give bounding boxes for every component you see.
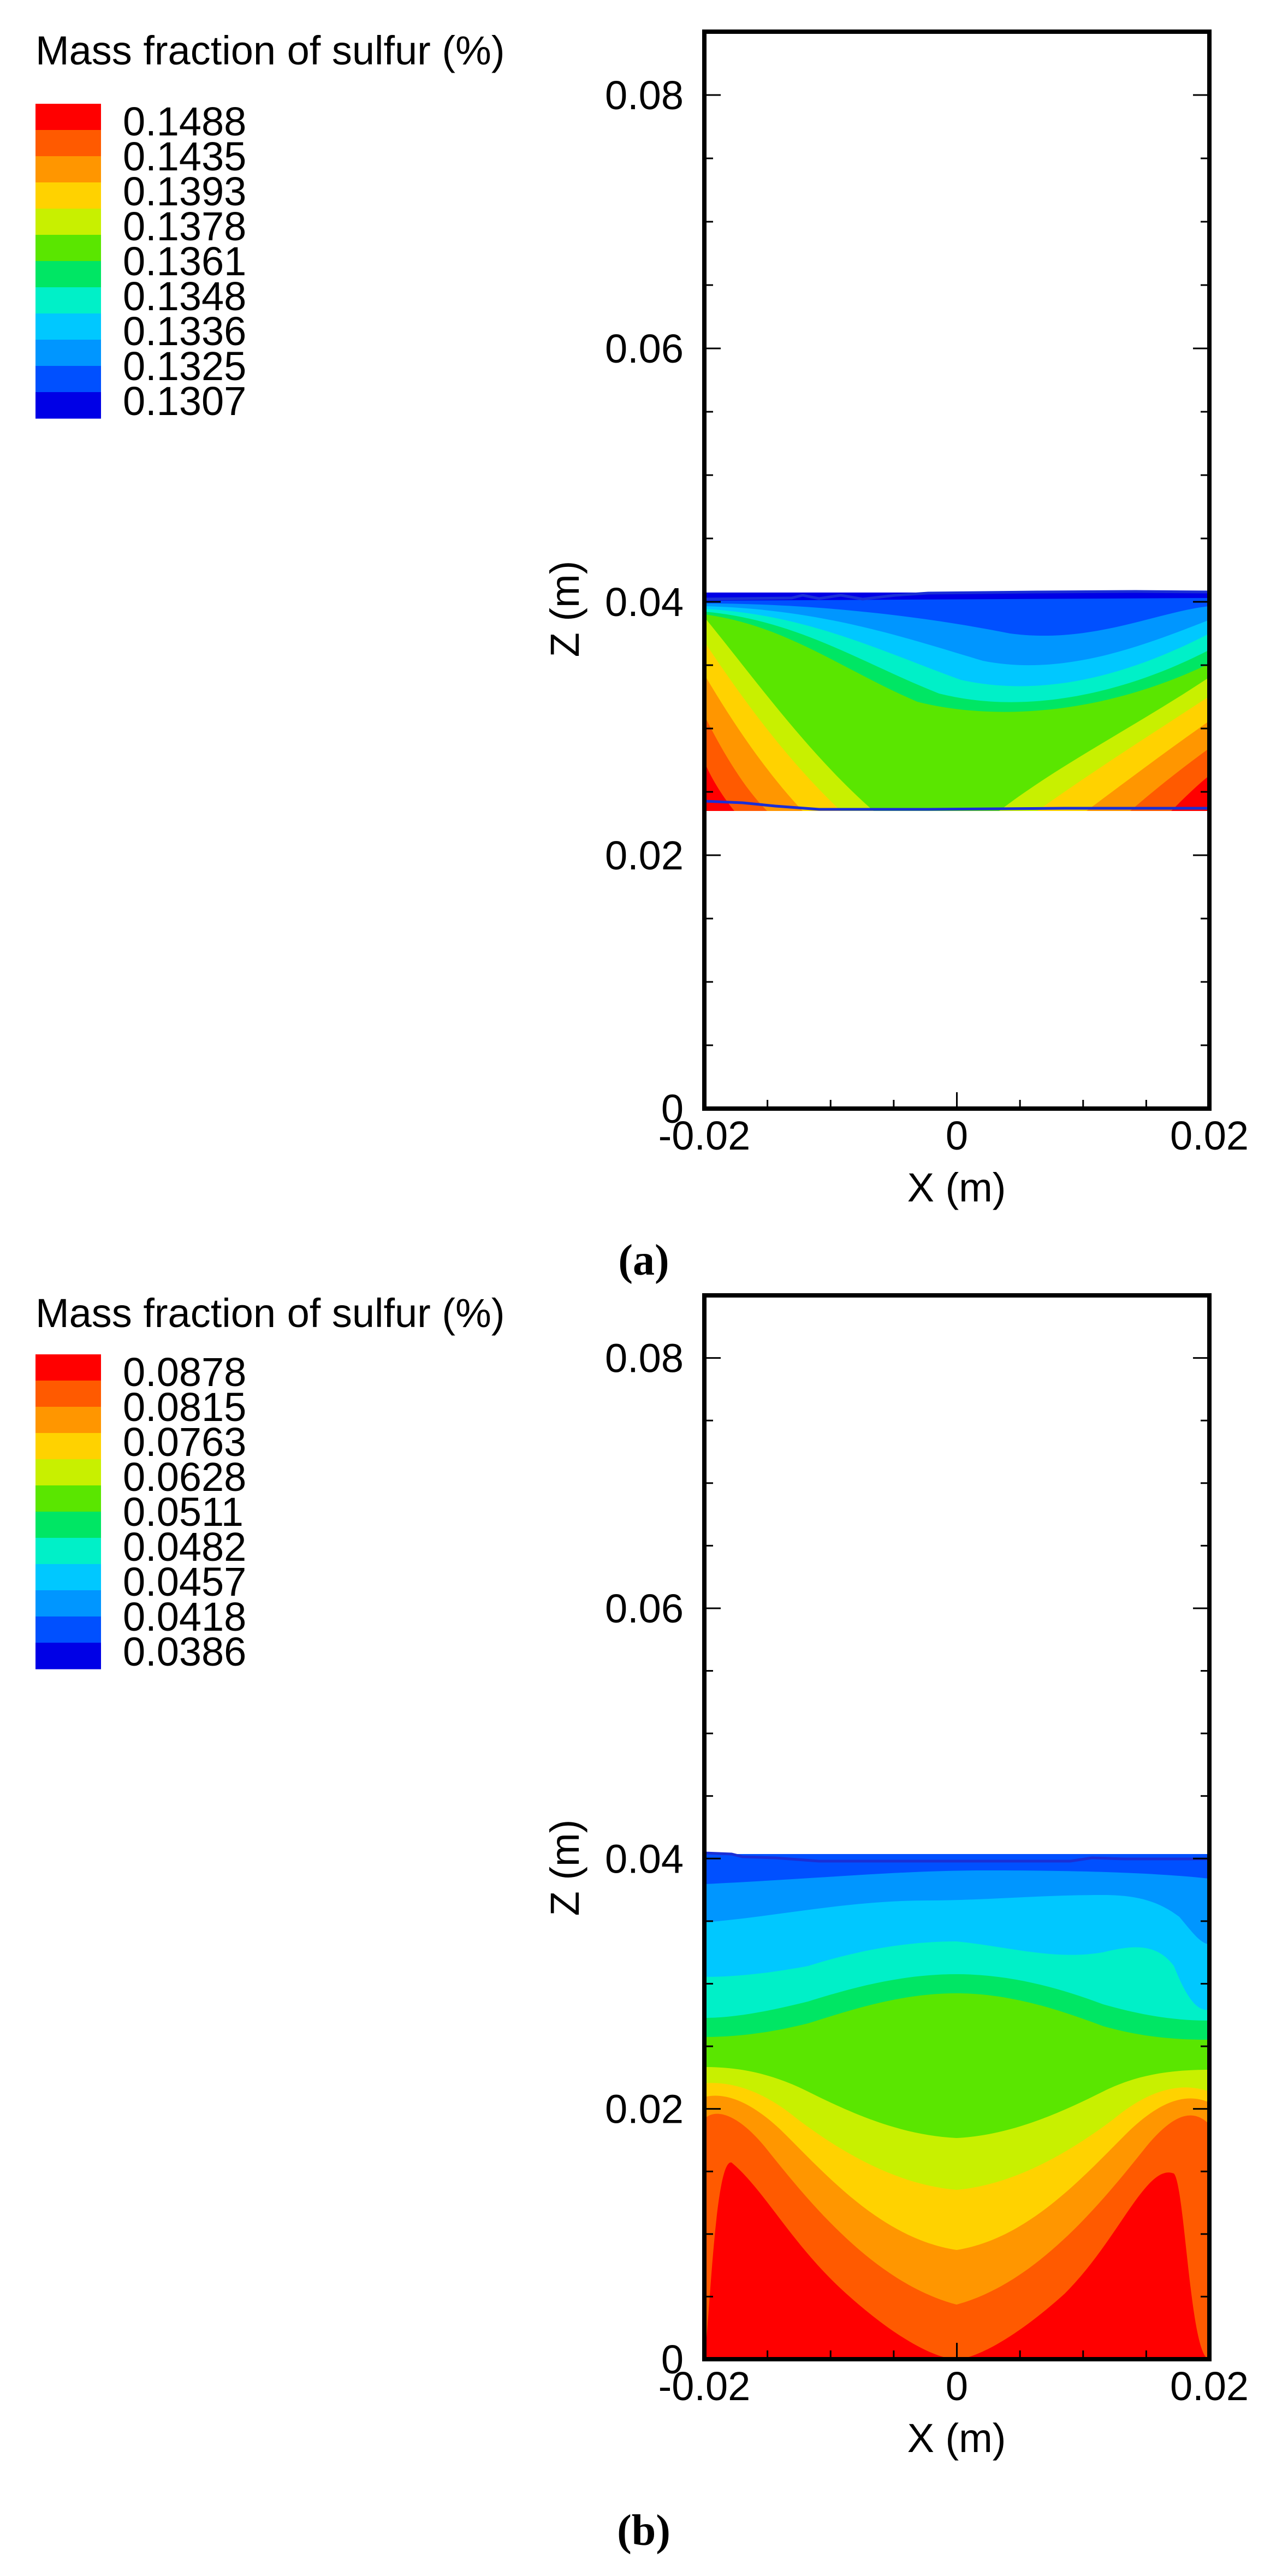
contour-field [704, 1851, 1209, 2359]
legend: 0.08780.08150.07630.06280.05110.04820.04… [35, 1349, 246, 1674]
legend-label: 0.1435 [123, 134, 246, 179]
legend-swatch [35, 366, 101, 393]
y-tick-label: 0.08 [605, 1336, 684, 1381]
legend-swatch [35, 1538, 101, 1565]
legend-label: 0.0815 [123, 1384, 246, 1430]
contour-field [704, 590, 1210, 811]
y-tick-label: 0.08 [605, 73, 684, 118]
panel-label: (b) [617, 2507, 670, 2555]
y-axis: 0 0.02 0.04 0.06 0.08 [605, 1294, 1209, 2382]
legend-swatch [35, 261, 101, 288]
legend-label: 0.1336 [123, 309, 246, 354]
legend-label: 0.0763 [123, 1419, 246, 1465]
y-tick-label: 0.02 [605, 833, 684, 878]
legend-label: 0.1361 [123, 239, 246, 284]
y-tick-label: 0.06 [605, 326, 684, 371]
legend-title: Mass fraction of sulfur (%) [35, 28, 504, 73]
y-tick-label: 0.04 [605, 579, 684, 625]
legend-label: 0.0418 [123, 1594, 246, 1639]
panel-label: (a) [618, 1236, 669, 1284]
x-tick-label: 0 [946, 1113, 968, 1158]
legend-label: 0.1378 [123, 204, 246, 249]
x-tick-label: -0.02 [658, 1113, 751, 1158]
x-axis-label: X (m) [907, 2415, 1006, 2461]
x-tick-label: 0.02 [1170, 1113, 1249, 1158]
legend-swatch [35, 1485, 101, 1512]
legend-label: 0.0386 [123, 1629, 246, 1674]
legend-swatch [35, 287, 101, 314]
legend-swatch [35, 156, 101, 183]
legend-swatch [35, 1590, 101, 1617]
legend-swatch [35, 392, 101, 419]
x-axis: -0.02 0 0.02 [658, 1092, 1249, 1158]
legend-label: 0.0628 [123, 1454, 246, 1500]
legend-label: 0.1348 [123, 274, 246, 319]
plot-frame [702, 29, 1212, 1111]
x-tick-label: 0.02 [1170, 2364, 1249, 2409]
legend-swatch [35, 1512, 101, 1538]
legend-swatch [35, 130, 101, 157]
y-axis-label: Z (m) [542, 1820, 587, 1916]
x-axis-label: X (m) [907, 1165, 1006, 1210]
legend-swatch [35, 1433, 101, 1460]
legend-swatch [35, 1643, 101, 1669]
legend-swatch [35, 1459, 101, 1486]
panel-a: Mass fraction of sulfur (%) 0.14880.1435… [35, 28, 1249, 1284]
legend-swatch [35, 182, 101, 209]
legend-swatch [35, 209, 101, 235]
legend-swatch [35, 1564, 101, 1591]
y-axis: 0 0.02 0.04 0.06 0.08 [605, 31, 1209, 1132]
y-axis-label: Z (m) [542, 561, 587, 658]
x-axis: -0.02 0 0.02 [658, 2343, 1249, 2409]
legend-label: 0.0482 [123, 1524, 246, 1570]
legend-swatch [35, 1616, 101, 1643]
x-tick-label: 0 [946, 2364, 968, 2409]
legend-title: Mass fraction of sulfur (%) [35, 1290, 504, 1336]
y-tick-label: 0 [661, 2337, 684, 2382]
legend-label: 0.1307 [123, 378, 246, 424]
panel-b: Mass fraction of sulfur (%) 0.08780.0815… [35, 1290, 1249, 2555]
legend-label: 0.0878 [123, 1349, 246, 1395]
legend-label: 0.1325 [123, 344, 246, 389]
legend-label: 0.0511 [123, 1489, 244, 1535]
legend-swatch [35, 1354, 101, 1381]
y-tick-label: 0.02 [605, 2087, 684, 2132]
y-tick-label: 0.04 [605, 1836, 684, 1881]
legend-swatch [35, 313, 101, 340]
legend: 0.14880.14350.13930.13780.13610.13480.13… [35, 99, 246, 424]
legend-label: 0.1393 [123, 169, 246, 214]
legend-label: 0.0457 [123, 1559, 246, 1604]
y-tick-label: 0 [661, 1086, 684, 1132]
legend-swatch [35, 1381, 101, 1407]
legend-swatch [35, 235, 101, 262]
x-tick-label: -0.02 [658, 2364, 751, 2409]
legend-label: 0.1488 [123, 99, 246, 144]
legend-swatch [35, 1407, 101, 1434]
y-tick-label: 0.06 [605, 1586, 684, 1631]
legend-swatch [35, 340, 101, 366]
legend-swatch [35, 104, 101, 131]
